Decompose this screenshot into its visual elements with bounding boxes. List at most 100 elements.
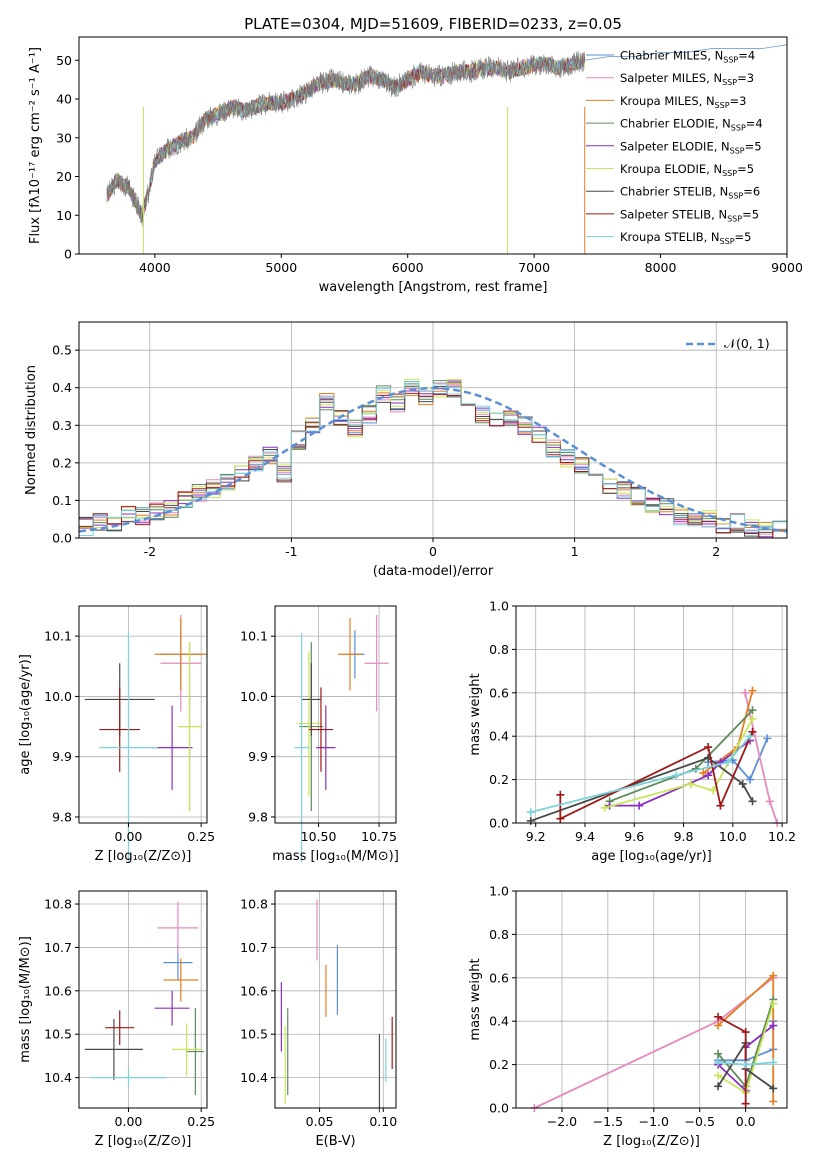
mass-weight-marker xyxy=(716,801,725,810)
y-tick-label: 0.4 xyxy=(489,729,509,744)
mass-weight-line xyxy=(530,735,751,813)
mass-weight-marker xyxy=(526,816,535,825)
mass-weight-marker xyxy=(741,688,750,697)
x-tick-label: −0.5 xyxy=(685,1114,715,1129)
x-tick-label: 4000 xyxy=(139,260,171,275)
y-tick-label: 10.7 xyxy=(44,940,72,955)
mass-weight-marker xyxy=(704,771,713,780)
y-tick-label: 0.3 xyxy=(52,418,72,433)
y-tick-label: 0.0 xyxy=(489,1101,509,1116)
mass-weight-marker xyxy=(748,714,757,723)
x-tick-label: 9.6 xyxy=(624,829,644,844)
y-tick-label: 0.1 xyxy=(52,493,72,508)
mass-weight-marker xyxy=(741,1060,750,1069)
mass-weight-marker xyxy=(769,1021,778,1030)
y-tick-label: 10.8 xyxy=(44,897,72,912)
x-tick-label: -1 xyxy=(285,544,297,559)
legend-entry: Kroupa ELODIE, NSSP=5 xyxy=(620,162,754,178)
y-tick-label: 10.6 xyxy=(240,983,268,998)
mass-weight-marker xyxy=(699,769,708,778)
plot-frame xyxy=(78,890,208,1109)
mass-weight-marker xyxy=(748,727,757,736)
y-tick-label: 0.2 xyxy=(489,772,509,787)
y-tick-label: 10.0 xyxy=(44,689,72,704)
y-tick-label: 10.1 xyxy=(240,629,268,644)
mass-weight-marker xyxy=(672,771,681,780)
x-tick-label: 9.2 xyxy=(526,829,546,844)
plot-frame xyxy=(274,605,397,824)
mass-vs-metallicity-panel: 0.00 0.25 10.4 10.5 10.6 10.7 10.8 Z [log₁₀(Z/Z… xyxy=(18,890,215,1149)
y-tick-label: 10.6 xyxy=(44,983,72,998)
x-axis-label: (data-model)/error xyxy=(373,564,494,579)
mass-weight-marker xyxy=(748,686,757,695)
y-tick-label: 10.1 xyxy=(44,629,72,644)
mass-weight-marker xyxy=(769,971,778,980)
y-tick-label: 0.6 xyxy=(489,970,509,985)
histogram-step xyxy=(79,392,787,539)
mass-weight-marker xyxy=(714,1049,723,1058)
y-axis-label: age [log₁₀(age/yr)] xyxy=(18,654,33,775)
mass-weight-marker xyxy=(709,786,718,795)
x-tick-label: -2 xyxy=(144,544,156,559)
x-tick-label: 0.25 xyxy=(187,829,215,844)
legend-entry: Salpeter STELIB, NSSP=5 xyxy=(620,207,759,223)
mass-weight-marker xyxy=(556,790,565,799)
y-tick-label: 10.7 xyxy=(240,940,268,955)
x-tick-label: 0.00 xyxy=(115,1114,143,1129)
mass-weight-marker xyxy=(714,1071,723,1080)
y-tick-label: 20 xyxy=(56,169,72,184)
x-tick-label: 0.10 xyxy=(369,1114,397,1129)
plot-frame xyxy=(274,890,397,1109)
y-tick-label: 0.8 xyxy=(489,927,509,942)
y-axis-label: Normed distribution xyxy=(24,365,39,495)
legend-entry: Kroupa STELIB, NSSP=5 xyxy=(620,230,751,246)
normal-curve xyxy=(78,386,788,533)
mass-weight-line xyxy=(604,718,754,809)
age-vs-mass-panel: 10.50 10.75 9.8 9.9 10.0 10.1 mass [log₁₀(M/M⊙… xyxy=(240,605,399,864)
y-tick-label: 0.0 xyxy=(489,816,509,831)
legend-entry: Chabrier ELODIE, NSSP=4 xyxy=(620,117,763,133)
y-axis-label: mass [log₁₀(M/M⊙)] xyxy=(18,936,33,1063)
mass-weight-marker xyxy=(741,1028,750,1037)
mass-vs-ebv-panel: 0.05 0.10 10.4 10.5 10.6 10.7 10.8 E(B-V) xyxy=(240,890,397,1149)
mass-weight-marker xyxy=(556,814,565,823)
x-tick-label: 0.00 xyxy=(115,829,143,844)
legend-entry: Salpeter ELODIE, NSSP=5 xyxy=(620,139,762,155)
y-axis-label: mass weight xyxy=(468,958,483,1040)
y-axis-label: mass weight xyxy=(468,673,483,755)
y-tick-label: 9.8 xyxy=(52,809,72,824)
y-tick-label: 0 xyxy=(64,247,72,262)
legend-entry: Chabrier MILES, NSSP=4 xyxy=(620,49,755,65)
y-tick-label: 0.2 xyxy=(489,1057,509,1072)
x-tick-label: 10.50 xyxy=(301,829,337,844)
spectrum-model-line xyxy=(106,56,585,219)
y-tick-label: 0.6 xyxy=(489,685,509,700)
y-tick-label: 9.9 xyxy=(248,749,268,764)
legend-entry: Salpeter MILES, NSSP=3 xyxy=(620,71,754,87)
x-tick-label: 10.0 xyxy=(719,829,747,844)
mass-weight-marker xyxy=(741,1099,750,1108)
x-tick-label: 0.25 xyxy=(187,1114,215,1129)
x-tick-label: 10.75 xyxy=(361,829,397,844)
figure-title: PLATE=0304, MJD=51609, FIBERID=0233, z=0… xyxy=(244,15,622,33)
mass-weight-marker xyxy=(704,743,713,752)
x-tick-label: 8000 xyxy=(645,260,677,275)
x-tick-label: 1 xyxy=(571,544,579,559)
mass-weight-marker xyxy=(748,797,757,806)
x-tick-label: 6000 xyxy=(392,260,424,275)
mass-weight-marker xyxy=(765,797,774,806)
y-tick-label: 9.8 xyxy=(248,809,268,824)
y-tick-label: 0.4 xyxy=(52,380,72,395)
mass-weight-marker xyxy=(714,1012,723,1021)
plot-frame xyxy=(78,605,208,824)
mass-weight-vs-metallicity-panel: −2.0 −1.5 −1.0 −0.5 0.0 0.0 0.2 0.4 0.6 0.8 1.0 Z [… xyxy=(468,884,788,1149)
legend-entry: Chabrier STELIB, NSSP=6 xyxy=(620,185,760,201)
x-axis-label: E(B-V) xyxy=(315,1134,355,1149)
mass-weight-marker xyxy=(746,732,755,741)
y-tick-label: 50 xyxy=(56,53,72,68)
x-axis-label: Z [log₁₀(Z/Z⊙)] xyxy=(95,1134,192,1149)
y-tick-label: 0.0 xyxy=(52,531,72,546)
x-tick-label: −2.0 xyxy=(547,1114,577,1129)
x-tick-label: 0.05 xyxy=(306,1114,334,1129)
